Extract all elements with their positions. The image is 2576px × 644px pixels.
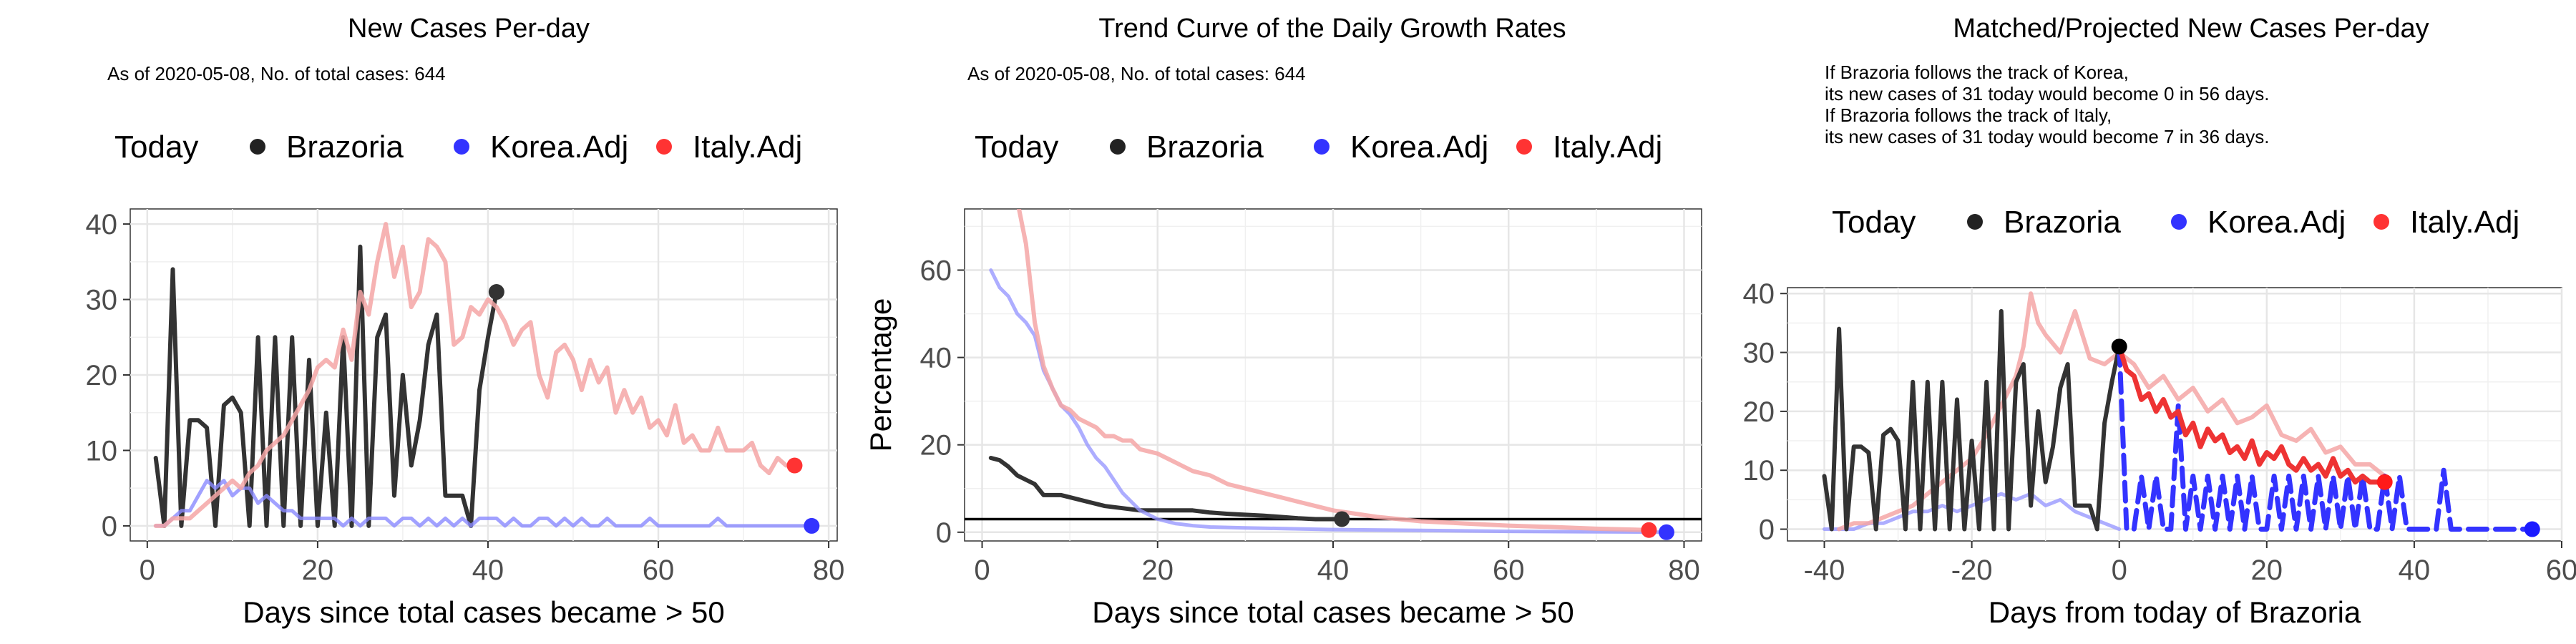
x-tick-label: 0 <box>974 555 990 586</box>
series-line-brazoria <box>1822 308 2122 532</box>
y-tick-label: 40 <box>1743 278 1775 310</box>
y-tick-label: 40 <box>920 343 952 374</box>
series-line-korea-adj <box>154 479 814 528</box>
y-tick-label: 20 <box>86 360 118 391</box>
legend-label: Italy.Adj <box>2410 205 2519 240</box>
today-point-brazoria <box>1334 511 1350 527</box>
x-tick-label: 20 <box>2251 555 2283 586</box>
chart-subtitle: If Brazoria follows the track of Italy, <box>1825 104 2112 126</box>
series-line-italy-adj <box>1016 209 1652 532</box>
legend-label: Brazoria <box>2004 205 2121 240</box>
x-tick-label: 20 <box>1142 555 1174 586</box>
x-tick-label: 0 <box>2112 555 2127 586</box>
y-tick-label: 0 <box>936 517 952 549</box>
y-tick-label: 30 <box>86 285 118 316</box>
x-tick-label: 40 <box>2399 555 2431 586</box>
chart-title: Matched/Projected New Cases Per-day <box>1953 14 2429 44</box>
legend-label: Korea.Adj <box>1350 130 1488 165</box>
grid <box>965 209 1702 541</box>
y-tick-label: 20 <box>920 430 952 462</box>
x-tick-label: 40 <box>1317 555 1350 586</box>
chart-subtitle: As of 2020-05-08, No. of total cases: 64… <box>967 63 1306 84</box>
y-tick-label: 0 <box>102 511 117 542</box>
series-line-brazoria <box>153 244 499 528</box>
data-layer <box>965 209 1702 535</box>
legend-title: Today <box>1832 205 1916 240</box>
legend: Today Brazoria Korea.Adj Italy.Adj <box>1832 205 2519 240</box>
today-point-korea-adj <box>1658 524 1674 540</box>
legend-key-brazoria <box>1967 214 1983 230</box>
legend-key-korea-adj <box>2171 214 2187 230</box>
x-tick-label: 80 <box>1668 555 1700 586</box>
today-point-korea-adj <box>804 517 820 534</box>
legend: Today Brazoria Korea.Adj Italy.Adj <box>114 130 802 165</box>
x-tick-label: 0 <box>140 555 155 586</box>
legend-key-italy-adj <box>1516 139 1532 155</box>
chart-panel-1: New Cases Per-day As of 2020-05-08, No. o… <box>86 14 845 629</box>
chart-subtitle: If Brazoria follows the track of Korea, <box>1825 62 2129 83</box>
legend-key-italy-adj <box>2373 214 2389 230</box>
today-point-korea-adj <box>2524 521 2540 537</box>
legend-label: Korea.Adj <box>490 130 628 165</box>
axes: 0 20 40 60 80 0 20 40 60 <box>920 255 1700 586</box>
x-tick-label: -20 <box>1951 555 1993 586</box>
y-tick-label: 0 <box>1759 514 1775 546</box>
y-tick-label: 10 <box>86 435 118 467</box>
legend-key-brazoria <box>1110 139 1126 155</box>
x-tick-label: -40 <box>1804 555 1845 586</box>
series-line-korea-adj-projected <box>2117 343 2535 532</box>
today-point-italy-adj <box>1641 522 1657 538</box>
chart-subtitle: its new cases of 31 today would become 7… <box>1825 126 2269 147</box>
x-tick-label: 60 <box>643 555 675 586</box>
axes: -40 -20 0 20 40 60 0 10 20 30 40 <box>1743 278 2576 586</box>
chart-title: Trend Curve of the Daily Growth Rates <box>1098 14 1566 44</box>
y-tick-label: 40 <box>86 209 118 240</box>
legend-label: Brazoria <box>286 130 404 165</box>
x-tick-label: 40 <box>472 555 504 586</box>
x-tick-label: 60 <box>1493 555 1525 586</box>
legend-title: Today <box>975 130 1058 165</box>
legend-key-korea-adj <box>1314 139 1330 155</box>
chart-subtitle: As of 2020-05-08, No. of total cases: 64… <box>107 63 446 84</box>
chart-title: New Cases Per-day <box>348 14 590 44</box>
chart-panel-3: Matched/Projected New Cases Per-day If Br… <box>1743 14 2576 629</box>
y-tick-label: 20 <box>1743 396 1775 428</box>
x-axis-title: Days since total cases became > 50 <box>1092 595 1574 629</box>
data-layer <box>1822 291 2535 532</box>
x-axis-title: Days since total cases became > 50 <box>243 595 725 629</box>
x-tick-label: 80 <box>813 555 845 586</box>
y-axis-title: Percentage <box>864 298 897 452</box>
chart-panel-2: Trend Curve of the Daily Growth Rates As … <box>864 14 1702 629</box>
x-axis-title: Days from today of Brazoria <box>1989 595 2361 629</box>
x-tick-label: 60 <box>2546 555 2576 586</box>
series-line-korea-adj <box>989 268 1669 535</box>
legend-key-korea-adj <box>454 139 469 155</box>
chart-subtitle: its new cases of 31 today would become 0… <box>1825 83 2269 104</box>
today-point-italy-adj <box>786 457 803 474</box>
series-line-brazoria <box>988 456 1345 522</box>
today-point-brazoria <box>488 284 504 300</box>
series-line-italy-adj-projected <box>2117 343 2388 485</box>
y-tick-label: 60 <box>920 255 952 286</box>
y-tick-label: 30 <box>1743 338 1775 369</box>
data-layer <box>153 222 814 528</box>
today-point-brazoria <box>2111 338 2127 355</box>
today-point-italy-adj <box>2376 474 2393 490</box>
legend-label: Italy.Adj <box>693 130 802 165</box>
legend-label: Brazoria <box>1146 130 1264 165</box>
legend: Today Brazoria Korea.Adj Italy.Adj <box>975 130 1662 165</box>
axes: 0 20 40 60 80 0 10 20 30 40 <box>86 209 845 586</box>
legend-label: Korea.Adj <box>2207 205 2346 240</box>
series-line-italy-adj <box>153 222 797 528</box>
legend-key-brazoria <box>250 139 265 155</box>
legend-title: Today <box>114 130 198 165</box>
legend-label: Italy.Adj <box>1553 130 1662 165</box>
x-tick-label: 20 <box>302 555 334 586</box>
y-tick-label: 10 <box>1743 455 1775 487</box>
legend-key-italy-adj <box>656 139 672 155</box>
